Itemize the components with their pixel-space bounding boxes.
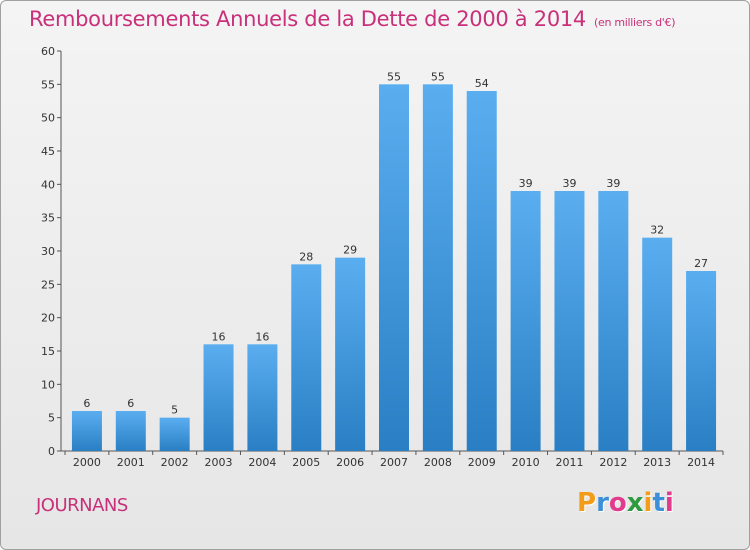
y-tick-label: 25 [41, 278, 55, 291]
x-tick-label-2009: 2009 [468, 456, 496, 469]
proxiti-logo: Proxiti [577, 488, 674, 518]
data-label-2008: 55 [431, 70, 445, 83]
x-tick-label-2001: 2001 [117, 456, 145, 469]
chart-data-labels: 6 6 5 16 16 28 29 55 55 54 39 39 39 32 27 [83, 70, 708, 416]
bar-2007 [379, 84, 409, 451]
y-tick-label: 15 [41, 345, 55, 358]
x-tick-label-2010: 2010 [512, 456, 540, 469]
chart-axes: 0 5 10 15 20 25 30 35 40 45 50 55 60 2000 2001 2002 2003… [41, 45, 724, 469]
y-tick-label: 20 [41, 312, 55, 325]
data-label-2003: 16 [212, 330, 226, 343]
x-tick-label-2014: 2014 [687, 456, 715, 469]
y-tick-label: 5 [48, 412, 55, 425]
bar-2003 [203, 344, 234, 451]
x-tick-label-2000: 2000 [73, 456, 101, 469]
x-tick-label-2002: 2002 [161, 456, 189, 469]
y-tick-label: 40 [41, 178, 55, 191]
commune-name: JOURNANS [36, 495, 128, 516]
bar-2012 [598, 191, 629, 451]
y-tick-label: 10 [41, 378, 55, 391]
data-label-2011: 39 [562, 177, 576, 190]
data-label-2010: 39 [519, 177, 533, 190]
chart-title: Remboursements Annuels de la Dette de 20… [29, 7, 675, 31]
x-tick-label-2006: 2006 [336, 456, 364, 469]
data-label-2009: 54 [475, 77, 489, 90]
logo-letter: i [643, 488, 653, 518]
y-tick-label: 55 [41, 78, 55, 91]
x-tick-label-2008: 2008 [424, 456, 452, 469]
data-label-2004: 16 [255, 330, 269, 343]
bar-2002 [159, 417, 190, 451]
y-tick-label: 50 [41, 112, 55, 125]
y-tick-label: 60 [41, 45, 55, 58]
x-tick-label-2003: 2003 [205, 456, 233, 469]
data-label-2001: 6 [127, 397, 134, 410]
y-tick-label: 35 [41, 212, 55, 225]
logo-letter: r [596, 488, 609, 518]
x-tick-label-2005: 2005 [292, 456, 320, 469]
y-tick-label: 30 [41, 245, 55, 258]
y-tick-label: 45 [41, 145, 55, 158]
bar-2008 [422, 84, 453, 451]
data-label-2000: 6 [83, 397, 90, 410]
data-label-2013: 32 [650, 224, 664, 237]
x-tick-label-2007: 2007 [380, 456, 408, 469]
bar-2005 [291, 264, 322, 451]
logo-letter: t [652, 488, 665, 518]
x-tick-label-2013: 2013 [643, 456, 671, 469]
bar-2010 [510, 191, 541, 451]
logo-letter: P [577, 488, 597, 518]
y-tick-label: 0 [48, 445, 55, 458]
bar-2014 [686, 271, 717, 451]
data-label-2006: 29 [343, 244, 357, 257]
logo-letter: x [626, 488, 644, 518]
data-label-2012: 39 [606, 177, 620, 190]
x-tick-label-2004: 2004 [248, 456, 276, 469]
bar-2000 [71, 411, 102, 451]
bar-2006 [335, 257, 366, 451]
data-label-2007: 55 [387, 70, 401, 83]
logo-letter: o [608, 488, 627, 518]
chart-unit: (en milliers d'€) [594, 16, 676, 29]
data-label-2002: 5 [171, 404, 178, 417]
x-tick-label-2012: 2012 [599, 456, 627, 469]
bar-2004 [247, 344, 278, 451]
bar-2011 [554, 191, 585, 451]
data-label-2005: 28 [299, 250, 313, 263]
logo-letter: i [664, 488, 674, 518]
bar-2001 [115, 411, 146, 451]
x-tick-label-2011: 2011 [555, 456, 583, 469]
data-label-2014: 27 [694, 257, 708, 270]
bar-2009 [466, 91, 497, 451]
bar-2013 [642, 237, 673, 451]
chart-bars [71, 84, 717, 451]
chart-title-text: Remboursements Annuels de la Dette de 20… [29, 7, 586, 31]
